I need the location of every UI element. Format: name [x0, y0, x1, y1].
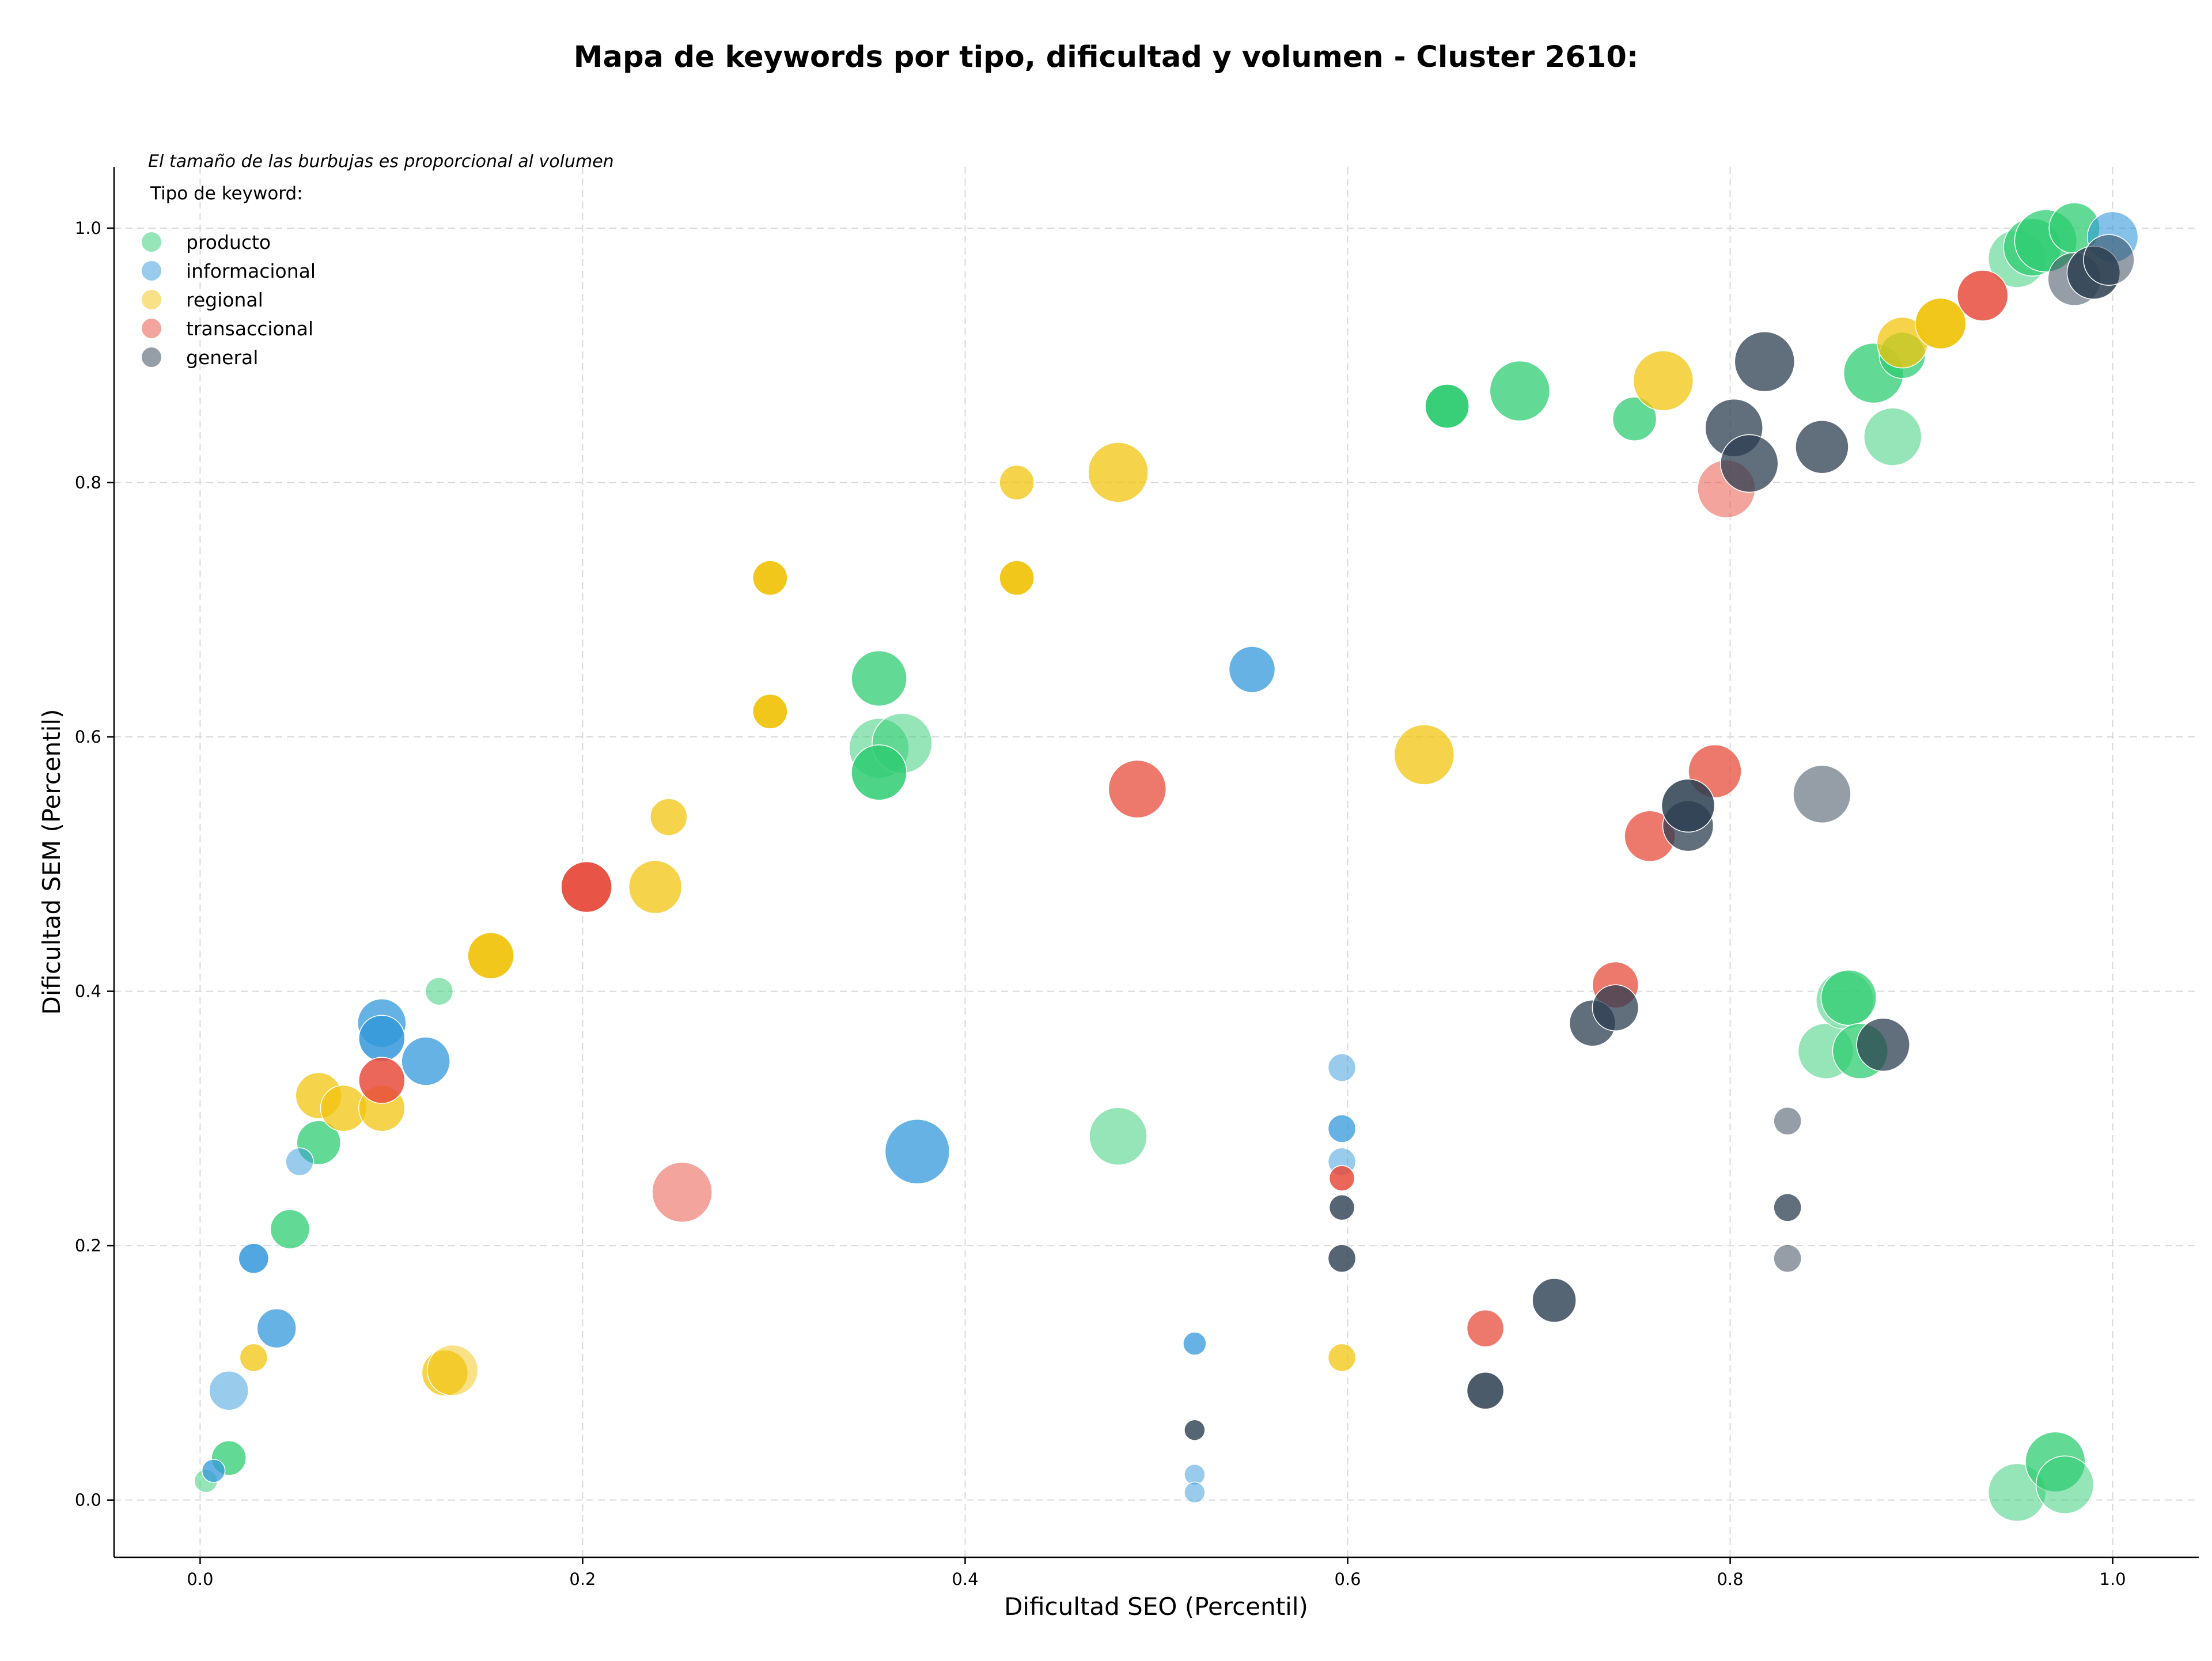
bubble-regional — [426, 1344, 479, 1397]
legend-marker-producto — [142, 232, 161, 252]
bubble-informacional — [1327, 1114, 1357, 1143]
bubble-transaccional — [652, 1161, 713, 1223]
bubble-transaccional — [1108, 759, 1167, 819]
y-tick-label: 0.0 — [75, 1490, 101, 1510]
bubble-layer — [194, 202, 2139, 1522]
bubble-size-note: El tamaño de las burbujas es proporciona… — [148, 152, 614, 172]
bubble-producto — [270, 1209, 310, 1250]
bubble-regional — [752, 694, 788, 729]
bubble-producto — [1089, 1107, 1147, 1166]
legend-marker-regional — [142, 290, 161, 309]
bubble-producto — [1425, 384, 1469, 429]
bubble-regional — [1633, 350, 1694, 411]
bubble-general — [1328, 1194, 1355, 1221]
bubble-general — [1720, 434, 1779, 493]
bubble-transaccional — [358, 1057, 406, 1104]
bubble-general — [1793, 765, 1851, 824]
bubble-general — [1532, 1278, 1577, 1323]
bubble-producto — [851, 744, 907, 801]
bubble-regional — [1393, 724, 1455, 785]
legend-label-informacional: informacional — [186, 260, 316, 282]
legend-title: Tipo de keyword: — [150, 183, 303, 204]
bubble-informacional — [209, 1371, 249, 1411]
bubble-informacional — [285, 1147, 314, 1176]
legend-marker-transaccional — [142, 319, 161, 338]
bubble-informacional — [1183, 1331, 1207, 1356]
bubble-informacional — [1228, 646, 1276, 693]
bubble-informacional — [256, 1308, 297, 1349]
bubble-regional — [1327, 1343, 1357, 1372]
tick-layer: 0.0 0.0 0.2 0.2 0.4 0.4 0.6 0.6 0.8 0.8 1.0 1.0 — [75, 218, 2126, 1589]
bubble-transaccional — [1328, 1165, 1355, 1191]
axes-layer — [113, 167, 2199, 1558]
bubble-producto — [851, 650, 907, 707]
bubble-informacional — [358, 1015, 406, 1062]
bubble-informacional — [201, 1459, 226, 1483]
bubble-producto — [425, 977, 454, 1006]
legend-label-producto: producto — [186, 231, 271, 253]
x-tick-label: 1.0 — [2100, 1569, 2126, 1589]
bubble-general — [1466, 1372, 1505, 1410]
y-tick-label: 0.4 — [75, 982, 101, 1001]
y-tick-label: 1.0 — [75, 218, 101, 238]
x-tick-label: 0.0 — [187, 1569, 213, 1589]
bubble-producto — [2035, 1455, 2094, 1514]
bubble-producto — [1820, 969, 1877, 1026]
bubble-transaccional — [1466, 1309, 1505, 1348]
bubble-general — [1773, 1107, 1802, 1136]
bubble-general — [1184, 1419, 1206, 1441]
bubble-general — [1327, 1244, 1357, 1273]
bubble-regional — [999, 560, 1035, 596]
bubble-regional — [1915, 297, 1967, 350]
bubble-general — [2083, 234, 2135, 286]
bubble-general — [1773, 1193, 1802, 1222]
bubble-general — [1734, 331, 1796, 392]
bubble-general — [1795, 419, 1849, 474]
y-tick-label: 0.8 — [75, 473, 101, 493]
bubble-informacional — [884, 1118, 950, 1185]
bubble-producto — [1863, 407, 1922, 466]
legend-label-transaccional: transaccional — [186, 317, 313, 340]
y-axis-label: Dificultad SEM (Percentil) — [37, 709, 66, 1015]
y-tick-label: 0.6 — [75, 727, 101, 747]
bubble-regional — [999, 464, 1035, 501]
x-tick-label: 0.4 — [952, 1569, 978, 1589]
bubble-regional — [752, 560, 788, 596]
legend: producto informacional regional transaccion… — [142, 231, 316, 369]
bubble-informacional — [1184, 1481, 1206, 1504]
y-tick-label: 0.2 — [75, 1236, 101, 1255]
bubble-general — [1661, 778, 1715, 833]
legend-label-regional: regional — [186, 289, 263, 311]
legend-marker-informacional — [142, 261, 161, 281]
chart-title: Mapa de keywords por tipo, dificultad y … — [574, 40, 1638, 74]
bubble-general — [1773, 1244, 1802, 1273]
bubble-regional — [1088, 442, 1149, 503]
bubble-informacional — [238, 1243, 270, 1274]
bubble-regional — [467, 932, 514, 979]
x-tick-label: 0.8 — [1717, 1569, 1743, 1589]
x-axis-label: Dificultad SEO (Percentil) — [1004, 1592, 1308, 1621]
bubble-producto — [1612, 396, 1657, 441]
x-tick-label: 0.6 — [1334, 1569, 1361, 1589]
bubble-regional — [650, 798, 688, 836]
x-tick-label: 0.2 — [569, 1569, 596, 1589]
bubble-transaccional — [560, 861, 612, 913]
bubble-transaccional — [1957, 270, 2009, 321]
bubble-general — [1592, 984, 1639, 1032]
bubble-regional — [628, 860, 683, 914]
bubble-informacional — [401, 1036, 450, 1086]
bubble-regional — [239, 1343, 268, 1372]
legend-label-general: general — [186, 346, 258, 369]
bubble-informacional — [1327, 1053, 1357, 1082]
legend-marker-general — [142, 347, 161, 367]
bubble-general — [1856, 1017, 1910, 1072]
bubble-producto — [1489, 360, 1551, 422]
